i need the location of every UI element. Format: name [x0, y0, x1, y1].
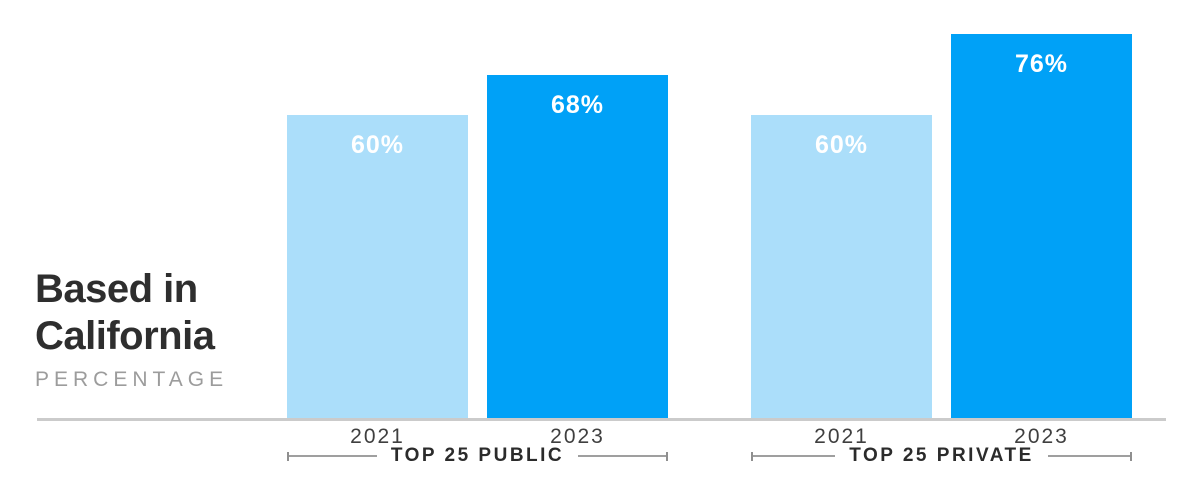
- bracket-right-tick: [1130, 451, 1132, 461]
- group-bracket-top-25-private: TOP 25 PRIVATE: [751, 445, 1132, 466]
- bracket-right-line: [1047, 455, 1130, 457]
- bar-value-label: 68%: [550, 91, 605, 119]
- bracket-left-line: [753, 455, 836, 457]
- bar-top-25-public-2023: 68%: [487, 75, 668, 418]
- bracket-right-tick: [666, 451, 669, 461]
- bracket-left-tick: [751, 451, 753, 461]
- bar-value-label: 60%: [814, 131, 869, 159]
- chart-subtitle: PERCENTAGE: [35, 368, 229, 391]
- x-axis-line: [37, 418, 1166, 421]
- bar-top-25-public-2021: 60%: [287, 115, 468, 418]
- group-label: TOP 25 PRIVATE: [849, 445, 1034, 466]
- bar-value-label: 60%: [350, 131, 405, 159]
- bar-value-label: 76%: [1014, 50, 1069, 78]
- year-label: 2023: [1014, 425, 1069, 448]
- year-label: 2021: [350, 425, 405, 448]
- year-label: 2021: [814, 425, 869, 448]
- chart-title: Based in California: [35, 267, 215, 358]
- bracket-right-line: [578, 455, 667, 457]
- chart-title-block: Based in California PERCENTAGE: [35, 266, 265, 392]
- group-bracket-top-25-public: TOP 25 PUBLIC: [287, 445, 669, 466]
- bracket-left-line: [289, 455, 377, 457]
- bar-group-top-25-public: 60% 2021 68% 2023 TOP 25 PUBLIC: [287, 0, 669, 500]
- bracket-left-tick: [287, 451, 289, 461]
- bar-group-top-25-private: 60% 2021 76% 2023 TOP 25 PRIVATE: [751, 0, 1132, 500]
- year-label: 2023: [550, 425, 605, 448]
- bar-top-25-private-2021: 60%: [751, 115, 932, 418]
- bar-top-25-private-2023: 76%: [951, 34, 1132, 418]
- group-label: TOP 25 PUBLIC: [390, 445, 565, 466]
